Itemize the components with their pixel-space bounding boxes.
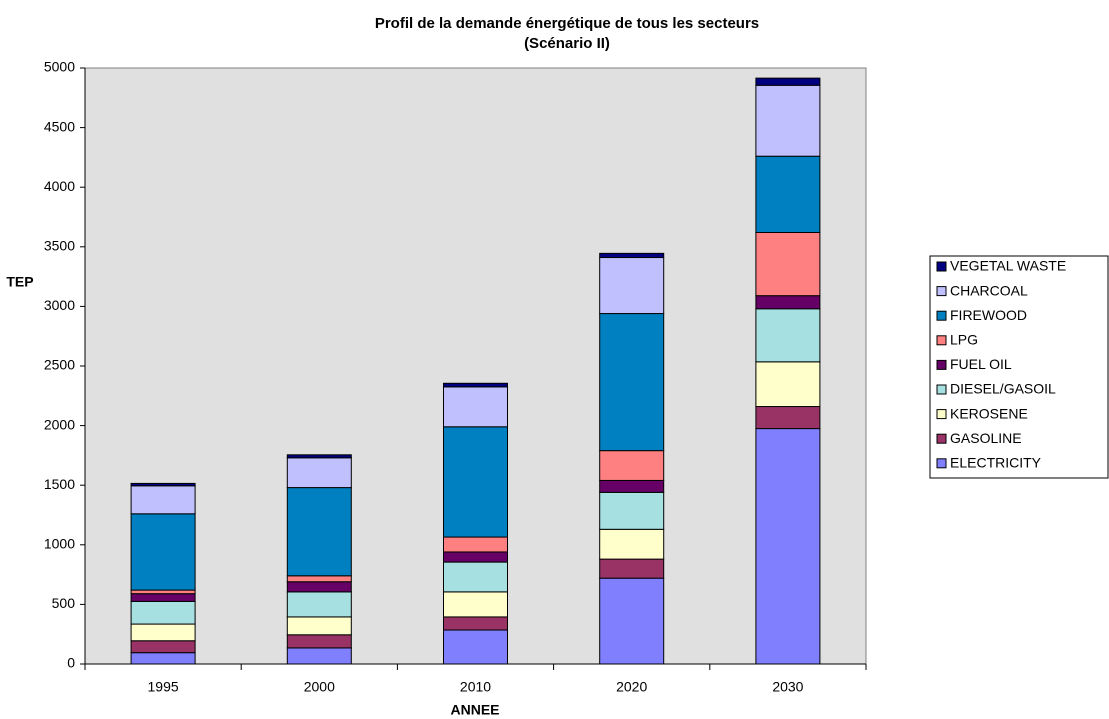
legend-label: GASOLINE — [950, 430, 1022, 446]
bar-segment — [130, 482, 196, 487]
y-tick-label: 0 — [67, 655, 75, 671]
bar-segment — [286, 647, 352, 665]
y-tick-label: 4000 — [44, 178, 75, 194]
bar-segment — [755, 295, 821, 310]
bar-segment — [286, 457, 352, 489]
bar-segment — [599, 313, 665, 452]
legend-label: FIREWOOD — [950, 307, 1027, 323]
legend-label: DIESEL/GASOIL — [950, 381, 1056, 397]
bar-segment — [599, 577, 665, 665]
bar-segment — [755, 308, 821, 363]
legend-swatch — [936, 458, 947, 469]
legend-box — [929, 255, 1109, 479]
x-tick-label: 2010 — [460, 679, 491, 695]
bar-segment — [599, 252, 665, 259]
chart-title: Profil de la demande énergétique de tous… — [375, 15, 759, 32]
y-tick-label: 1000 — [44, 536, 75, 552]
bar-segment — [755, 428, 821, 665]
legend-swatch — [936, 261, 947, 272]
bar-segment — [130, 513, 196, 591]
x-tick-label: 1995 — [148, 679, 179, 695]
bar-segment — [599, 257, 665, 315]
bar-segment — [130, 652, 196, 665]
bar-segment — [599, 450, 665, 481]
y-tick-label: 2000 — [44, 416, 75, 432]
legend-label: FUEL OIL — [950, 356, 1012, 372]
y-tick-label: 5000 — [44, 59, 75, 75]
bar-segment — [286, 581, 352, 593]
bar-segment — [599, 558, 665, 579]
bar-segment — [443, 561, 508, 593]
bar-segment — [130, 593, 196, 602]
legend-swatch — [936, 359, 947, 370]
bar-segment — [443, 629, 508, 665]
y-tick-label: 4500 — [44, 118, 75, 134]
x-tick-label: 2000 — [304, 679, 335, 695]
bar-segment — [599, 491, 665, 530]
bar-segment — [755, 77, 821, 86]
bar-segment — [599, 479, 665, 493]
legend-swatch — [936, 310, 947, 321]
legend-label: LPG — [950, 332, 978, 348]
legend-swatch — [936, 286, 947, 297]
bar-segment — [130, 600, 196, 625]
bar-segment — [443, 426, 508, 538]
bar-segment — [755, 155, 821, 233]
bar-segment — [443, 536, 508, 553]
y-tick-label: 500 — [52, 595, 76, 611]
bar-segment — [130, 485, 196, 515]
legend-swatch — [936, 335, 947, 346]
legend-label: VEGETAL WASTE — [950, 258, 1066, 274]
bar-segment — [755, 406, 821, 430]
bar-segment — [286, 616, 352, 636]
x-axis-label: ANNEE — [450, 702, 499, 718]
bar-segment — [286, 454, 352, 459]
bar-segment — [443, 616, 508, 631]
y-tick-label: 3000 — [44, 297, 75, 313]
x-tick-label: 2030 — [772, 679, 803, 695]
bar-segment — [755, 84, 821, 157]
bar-segment — [755, 231, 821, 297]
legend-swatch — [936, 409, 947, 420]
bar-segment — [286, 591, 352, 618]
legend-swatch — [936, 384, 947, 395]
y-tick-label: 2500 — [44, 357, 75, 373]
bar-segment — [286, 634, 352, 649]
chart-subtitle: (Scénario II) — [524, 35, 610, 52]
legend-swatch — [936, 433, 947, 444]
bar-segment — [286, 487, 352, 577]
y-tick-label: 3500 — [44, 238, 75, 254]
bar-segment — [130, 589, 196, 595]
bar-segment — [443, 386, 508, 428]
bar-segment — [755, 361, 821, 408]
bar-segment — [443, 382, 508, 388]
bar-segment — [286, 575, 352, 583]
bar-segment — [599, 528, 665, 560]
bar-segment — [443, 591, 508, 618]
y-tick-label: 1500 — [44, 476, 75, 492]
y-axis-label: TEP — [6, 274, 33, 290]
bar-segment — [130, 640, 196, 654]
bar-segment — [130, 623, 196, 642]
legend-label: KEROSENE — [950, 405, 1028, 421]
x-tick-label: 2020 — [616, 679, 647, 695]
bar-segment — [443, 551, 508, 563]
legend-label: ELECTRICITY — [950, 455, 1042, 471]
legend-label: CHARCOAL — [950, 282, 1028, 298]
